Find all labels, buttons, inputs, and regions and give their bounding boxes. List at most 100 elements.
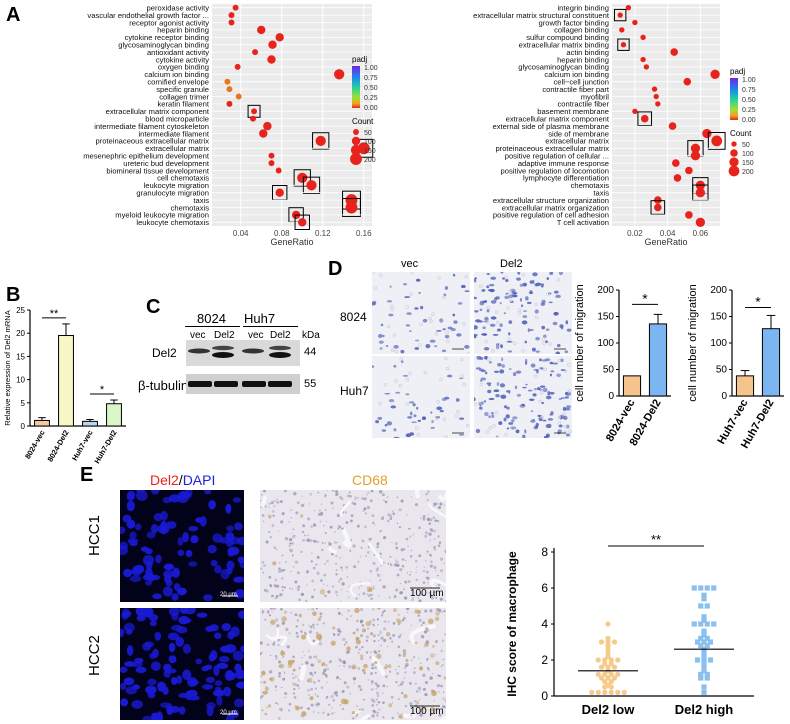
- tissue-mark: [277, 639, 280, 642]
- tissue-mark: [360, 546, 363, 549]
- tissue-mark: [308, 624, 310, 627]
- cd68-stain: [264, 712, 268, 716]
- migration-col-vec: vec: [401, 258, 419, 270]
- nucleus: [218, 655, 230, 663]
- tissue-mark: [435, 639, 438, 643]
- tissue-mark: [320, 579, 323, 582]
- tissue-mark: [341, 582, 345, 586]
- data-point: [691, 621, 697, 627]
- tissue-mark: [438, 541, 442, 544]
- tissue-mark: [278, 638, 281, 641]
- category-label: Del2 high: [675, 702, 734, 717]
- pore-mark: [392, 333, 397, 337]
- dot: [685, 211, 693, 219]
- tissue-mark: [418, 657, 420, 659]
- tissue-mark: [357, 560, 360, 564]
- dot: [668, 122, 677, 130]
- cell-mark: [541, 359, 547, 362]
- pore-mark: [540, 415, 544, 420]
- nucleus: [152, 648, 159, 658]
- data-point: [611, 664, 618, 670]
- cell-mark: [495, 435, 499, 438]
- bar: [735, 375, 755, 397]
- cell-mark: [478, 368, 485, 372]
- pore-mark: [429, 319, 433, 323]
- tissue-mark: [438, 608, 442, 612]
- cell-mark: [429, 339, 436, 343]
- cd68-stain: [434, 616, 440, 622]
- tissue-mark: [339, 630, 342, 633]
- tissue-mark: [412, 656, 416, 659]
- tissue-mark: [402, 648, 407, 653]
- pore-mark: [492, 424, 496, 428]
- nucleus: [149, 620, 157, 627]
- tissue-mark: [330, 501, 334, 505]
- tissue-mark: [268, 614, 272, 617]
- tissue-mark: [368, 537, 372, 541]
- cd68-stain: [385, 632, 391, 637]
- tissue-mark: [300, 503, 305, 508]
- category-label: 8024-Del2: [45, 429, 70, 464]
- tissue-mark: [337, 580, 341, 583]
- cell-mark: [524, 429, 527, 434]
- tissue-mark: [422, 621, 425, 624]
- tissue-mark: [337, 527, 340, 530]
- tissue-mark: [435, 654, 437, 656]
- tissue-mark: [331, 585, 335, 588]
- tissue-mark: [388, 596, 391, 599]
- tissue-mark: [311, 674, 314, 677]
- bar: [58, 335, 74, 427]
- tissue-mark: [288, 709, 291, 712]
- y-axis-label: cell number of migration: [688, 284, 699, 401]
- cell-mark: [488, 397, 495, 401]
- nucleus: [203, 490, 212, 495]
- tissue-mark: [379, 579, 382, 582]
- tissue-mark: [309, 625, 313, 629]
- tissue-mark: [383, 609, 386, 613]
- plot-background: [212, 4, 372, 226]
- tissue-mark: [268, 502, 271, 505]
- cd68-stain: [267, 704, 272, 708]
- tissue-mark: [414, 503, 418, 507]
- tissue-mark: [283, 692, 286, 695]
- tissue-mark: [288, 632, 291, 635]
- tissue-mark: [414, 559, 418, 563]
- cell-mark: [413, 414, 417, 418]
- tissue-mark: [273, 546, 277, 549]
- tissue-mark: [372, 561, 376, 565]
- cd68-stain: [356, 619, 359, 623]
- tissue-mark: [365, 639, 369, 642]
- tissue-mark: [339, 557, 341, 559]
- dot: [224, 78, 231, 85]
- dot: [619, 27, 625, 33]
- cell-mark: [491, 414, 495, 418]
- data-point: [605, 653, 611, 659]
- image-background: [120, 490, 244, 602]
- x-tick-label: 0.12: [315, 229, 331, 238]
- cell-mark: [539, 385, 546, 388]
- nucleus: [154, 631, 162, 641]
- term-label: heparin binding: [557, 55, 609, 64]
- cell-mark: [539, 367, 543, 370]
- tissue-mark: [284, 696, 287, 699]
- cell-mark: [500, 344, 503, 349]
- cell-mark: [455, 398, 460, 402]
- nucleus: [214, 680, 223, 687]
- count-legend-label: 200: [742, 169, 754, 176]
- dot: [234, 63, 241, 70]
- ihc-row-label-hcc1: HCC1: [86, 515, 103, 556]
- cell-mark: [488, 384, 491, 387]
- tissue-mark: [389, 515, 393, 518]
- term-label: peroxidase activity: [147, 4, 210, 13]
- pore-mark: [511, 426, 515, 430]
- nucleus: [185, 549, 193, 558]
- dot: [620, 42, 627, 48]
- tissue-mark: [262, 520, 265, 523]
- tissue-mark: [424, 531, 429, 535]
- cd68-stain: [356, 713, 359, 716]
- cell-mark: [425, 343, 431, 349]
- tissue-mark: [377, 701, 381, 704]
- tissue-mark: [312, 639, 316, 643]
- ihc-image-hcc1: [260, 490, 446, 602]
